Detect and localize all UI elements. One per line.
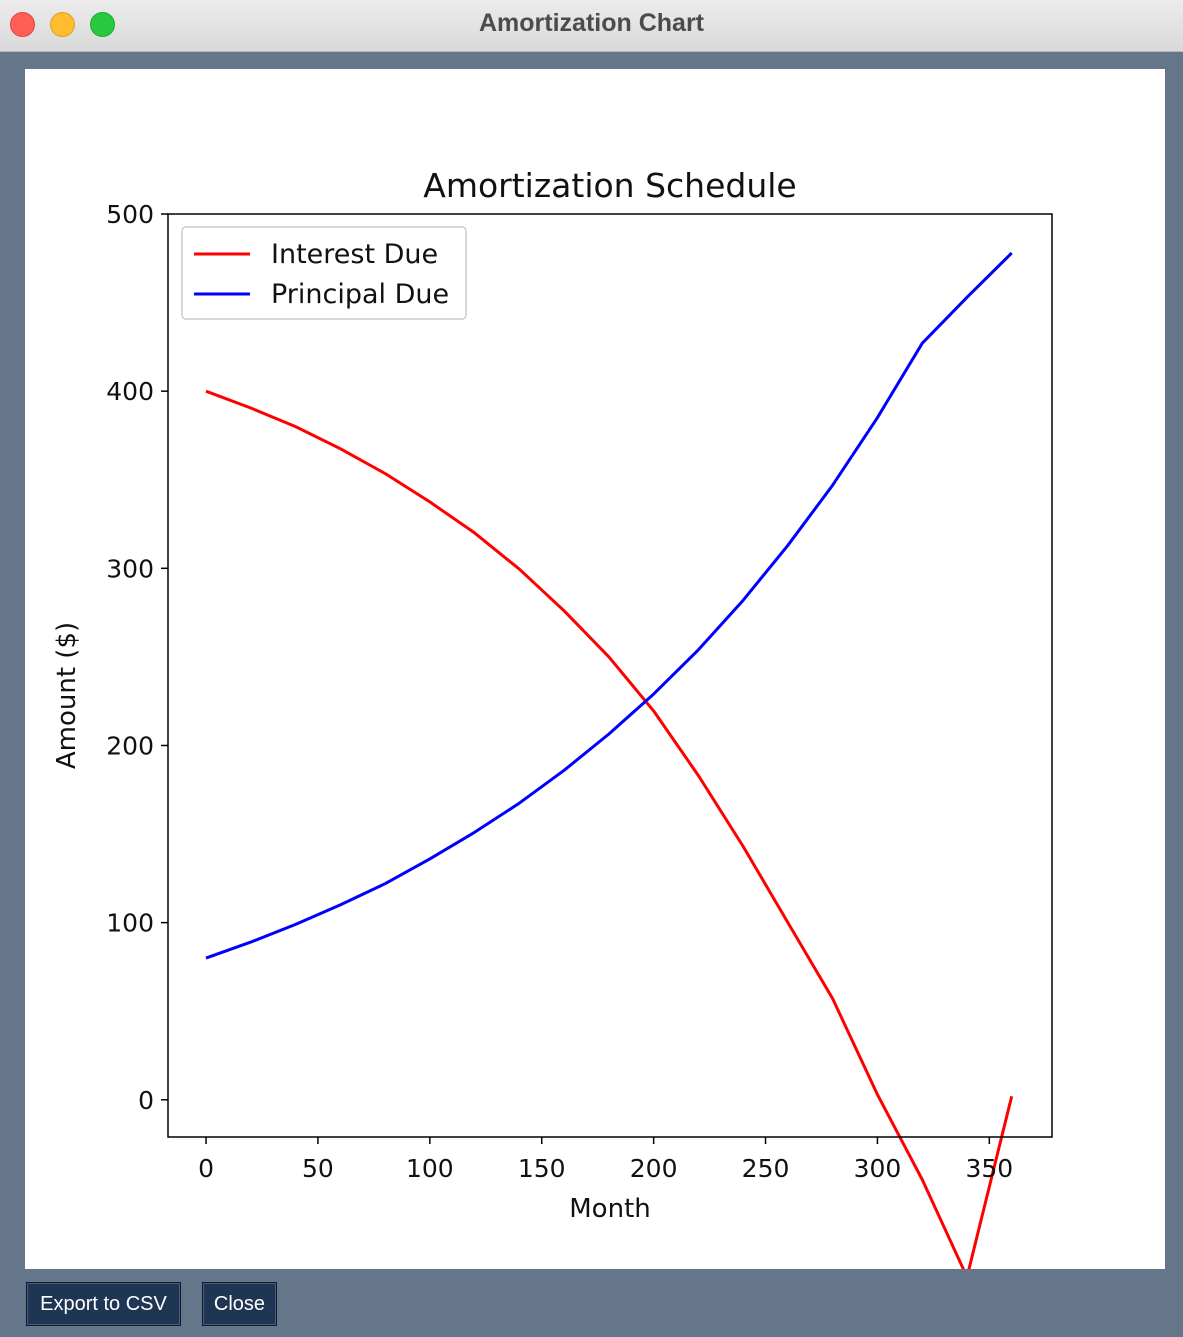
- amortization-chart: Amortization Schedule 0 50 100 150 200 250 300…: [52, 166, 1053, 1269]
- export-csv-button[interactable]: Export to CSV: [26, 1282, 181, 1326]
- title-bar: Amortization Chart: [0, 0, 1183, 52]
- legend-box: [181, 226, 467, 320]
- legend: Interest Due Principal Due: [181, 226, 467, 320]
- minimize-window-icon[interactable]: [50, 12, 75, 37]
- chart-canvas: Amortization Schedule 0 50 100 150 200 250 300…: [25, 69, 1165, 1269]
- close-button[interactable]: Close: [202, 1282, 277, 1326]
- y-tick-label: 100: [106, 909, 154, 938]
- y-tick-label: 500: [106, 200, 154, 229]
- x-tick-label: 0: [198, 1154, 214, 1183]
- window-title: Amortization Chart: [479, 9, 704, 37]
- legend-label-interest-due: Interest Due: [271, 239, 438, 270]
- x-tick-label: 100: [406, 1154, 454, 1183]
- y-tick-label: 300: [106, 554, 154, 583]
- plot-frame: [167, 213, 1053, 1138]
- zoom-window-icon[interactable]: [90, 12, 115, 37]
- x-tick-label: 200: [630, 1154, 678, 1183]
- y-tick-label: 200: [106, 731, 154, 760]
- x-tick-label: 150: [518, 1154, 566, 1183]
- x-axis-label: Month: [569, 1194, 651, 1224]
- y-tick-label: 0: [138, 1086, 154, 1115]
- x-tick-label: 300: [854, 1154, 902, 1183]
- x-tick-label: 50: [302, 1154, 334, 1183]
- y-axis-label: Amount ($): [52, 622, 82, 769]
- chart-title: Amortization Schedule: [423, 166, 796, 205]
- principal-due-line: [205, 251, 1013, 960]
- x-tick-label: 250: [742, 1154, 790, 1183]
- close-window-icon[interactable]: [10, 12, 35, 37]
- x-tick-label: 350: [965, 1154, 1013, 1183]
- y-tick-label: 400: [106, 377, 154, 406]
- legend-label-principal-due: Principal Due: [271, 279, 449, 310]
- interest-due-line: [205, 389, 1014, 1269]
